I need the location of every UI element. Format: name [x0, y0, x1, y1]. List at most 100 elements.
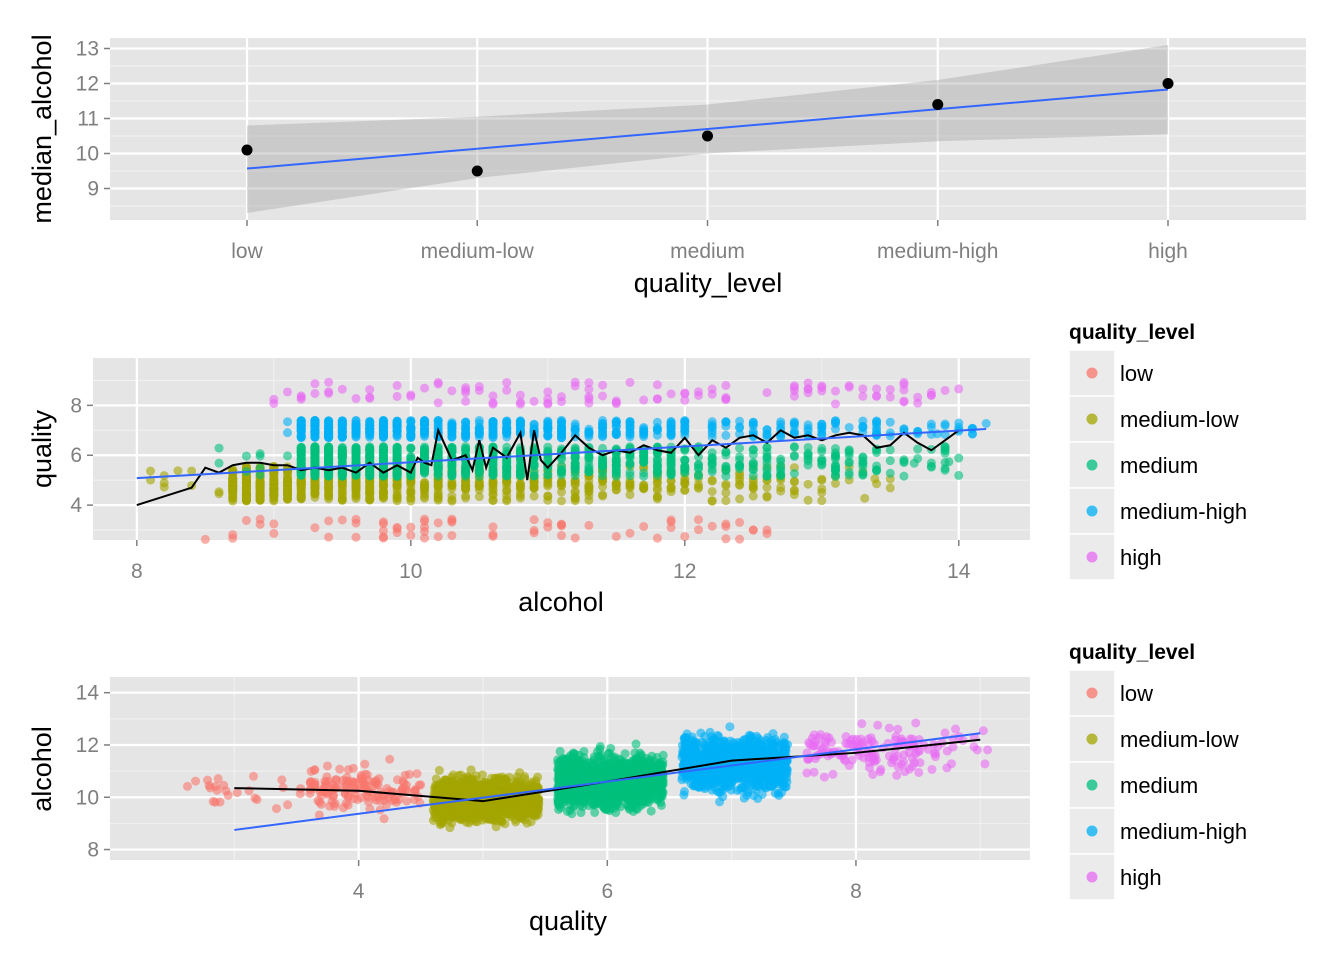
data-point: [707, 448, 717, 458]
y-tick-label: 4: [70, 494, 82, 517]
data-point: [406, 390, 416, 400]
data-point: [590, 807, 600, 817]
data-point: [241, 492, 251, 502]
data-point: [529, 482, 539, 492]
data-point: [461, 461, 471, 471]
data-point: [529, 515, 539, 525]
data-point: [611, 460, 621, 470]
data-point: [735, 416, 745, 426]
data-point: [611, 531, 621, 541]
data-point: [241, 480, 251, 490]
data-point: [555, 746, 565, 756]
data-point: [625, 428, 635, 438]
data-point: [213, 774, 223, 784]
data-point: [187, 466, 197, 476]
data-point: [584, 482, 594, 492]
fit-line: [136, 428, 987, 480]
data-point: [392, 418, 402, 428]
data-point: [360, 759, 370, 769]
data-point: [543, 470, 553, 480]
data-point: [858, 459, 868, 469]
data-point: [598, 491, 608, 501]
data-point: [693, 480, 703, 490]
y-tick-label: 8: [70, 394, 82, 417]
data-point: [611, 399, 621, 409]
data-point: [283, 428, 293, 438]
data-point: [271, 804, 281, 814]
data-point: [570, 533, 580, 543]
data-point: [748, 525, 758, 535]
data-point: [447, 496, 457, 506]
data-point: [885, 392, 895, 402]
data-point: [466, 765, 476, 775]
data-point: [652, 492, 662, 502]
data-point: [314, 810, 324, 820]
data-point: [721, 395, 731, 405]
data-point: [460, 789, 470, 799]
data-point: [570, 496, 580, 506]
data-point: [406, 444, 416, 454]
data-point: [584, 463, 594, 473]
data-point: [447, 444, 457, 454]
data-point: [296, 493, 306, 503]
data-point: [817, 487, 827, 497]
data-point: [666, 487, 676, 497]
data-point: [735, 473, 745, 483]
data-point: [324, 377, 334, 387]
data-point: [433, 458, 443, 468]
data-point: [954, 418, 964, 428]
data-point: [352, 795, 362, 805]
data-point: [625, 460, 635, 470]
data-point: [296, 448, 306, 458]
data-point: [707, 496, 717, 506]
data-point: [324, 492, 334, 502]
data-point: [475, 788, 485, 798]
data-point: [406, 493, 416, 503]
data-point: [666, 468, 676, 478]
data-point: [789, 442, 799, 452]
data-point: [611, 469, 621, 479]
data-point: [652, 430, 662, 440]
data-point: [913, 453, 923, 463]
data-point: [721, 471, 731, 481]
data-point: [310, 415, 320, 425]
data-point: [625, 528, 635, 538]
data-point: [515, 399, 525, 409]
data-point: [721, 479, 731, 489]
data-point: [283, 451, 293, 461]
data-point: [474, 385, 484, 395]
data-point: [255, 451, 265, 461]
data-point: [420, 426, 430, 436]
data-point: [543, 399, 553, 409]
data-point: [584, 378, 594, 388]
data-point: [639, 426, 649, 436]
data-point: [454, 770, 464, 780]
data-point: [721, 430, 731, 440]
data-point: [680, 485, 690, 495]
data-point: [830, 478, 840, 488]
data-point: [278, 783, 288, 793]
data-point: [337, 470, 347, 480]
data-point: [885, 445, 895, 455]
x-tick-label: 10: [399, 560, 422, 583]
data-point: [721, 450, 731, 460]
data-point: [502, 378, 512, 388]
data-point: [296, 429, 306, 439]
data-point: [598, 380, 608, 390]
data-point: [480, 813, 490, 823]
data-point: [844, 457, 854, 467]
data-point: [208, 797, 218, 807]
data-point: [762, 388, 772, 398]
data-point: [789, 469, 799, 479]
data-point: [748, 459, 758, 469]
data-point: [631, 739, 641, 749]
data-point: [310, 523, 320, 533]
data-point: [420, 383, 430, 393]
data-point: [502, 481, 512, 491]
data-point: [954, 470, 964, 480]
data-point: [337, 384, 347, 394]
data-point: [343, 800, 353, 810]
data-point: [488, 490, 498, 500]
